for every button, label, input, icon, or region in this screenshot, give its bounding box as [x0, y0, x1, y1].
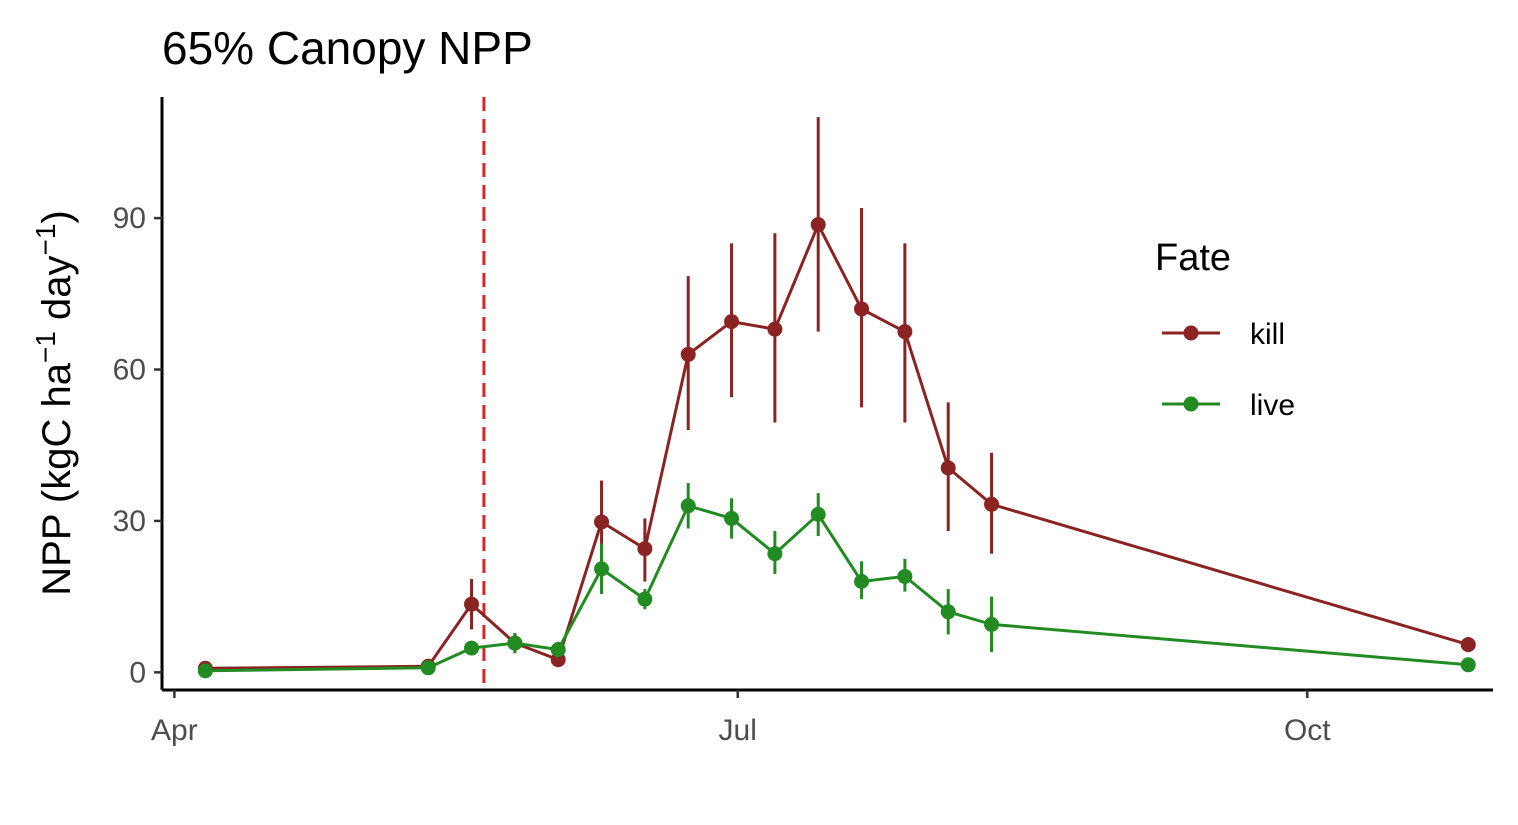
chart-title: 65% Canopy NPP — [162, 22, 533, 74]
data-point-live — [1460, 657, 1476, 673]
series-live — [197, 483, 1476, 679]
data-point-live — [854, 573, 870, 589]
data-point-live — [940, 604, 956, 620]
data-point-live — [984, 616, 1000, 632]
data-point-live — [897, 568, 913, 584]
x-tick-label: Jul — [719, 714, 757, 747]
legend-label-kill: kill — [1250, 318, 1285, 351]
legend-label-live: live — [1250, 389, 1295, 422]
data-point-live — [594, 561, 610, 577]
legend-key-point-live — [1183, 396, 1199, 412]
data-point-kill — [854, 301, 870, 317]
data-point-live — [550, 642, 566, 658]
plot-area: 0 30 60 90 Apr Jul Oct — [113, 97, 1493, 747]
data-point-kill — [940, 460, 956, 476]
data-point-kill — [680, 346, 696, 362]
data-point-kill — [897, 324, 913, 340]
legend: Fate kill live — [1155, 237, 1295, 422]
data-point-kill — [984, 496, 1000, 512]
y-tick-label: 60 — [113, 354, 146, 387]
data-point-live — [680, 498, 696, 514]
y-axis-title: NPP (kgC ha−1 day−1) — [30, 210, 80, 596]
y-tick-label: 0 — [129, 656, 146, 689]
y-tick-label: 30 — [113, 505, 146, 538]
series-line-live — [205, 503, 1469, 673]
data-point-live — [507, 635, 523, 651]
data-point-kill — [724, 314, 740, 330]
data-point-kill — [464, 596, 480, 612]
data-point-live — [810, 506, 826, 522]
data-point-kill — [594, 514, 610, 530]
data-point-kill — [637, 541, 653, 557]
x-tick-label: Apr — [151, 714, 198, 747]
legend-key-point-kill — [1183, 325, 1199, 341]
series-line-kill — [205, 221, 1469, 670]
data-point-live — [637, 591, 653, 607]
data-point-live — [197, 663, 213, 679]
data-point-kill — [767, 321, 783, 337]
data-point-kill — [1460, 637, 1476, 653]
x-tick-label: Oct — [1284, 714, 1331, 747]
data-point-live — [724, 510, 740, 526]
y-tick-label: 90 — [113, 202, 146, 235]
legend-title: Fate — [1155, 237, 1231, 279]
data-point-live — [464, 640, 480, 656]
data-point-live — [767, 546, 783, 562]
data-point-kill — [810, 217, 826, 233]
data-point-live — [420, 660, 436, 676]
